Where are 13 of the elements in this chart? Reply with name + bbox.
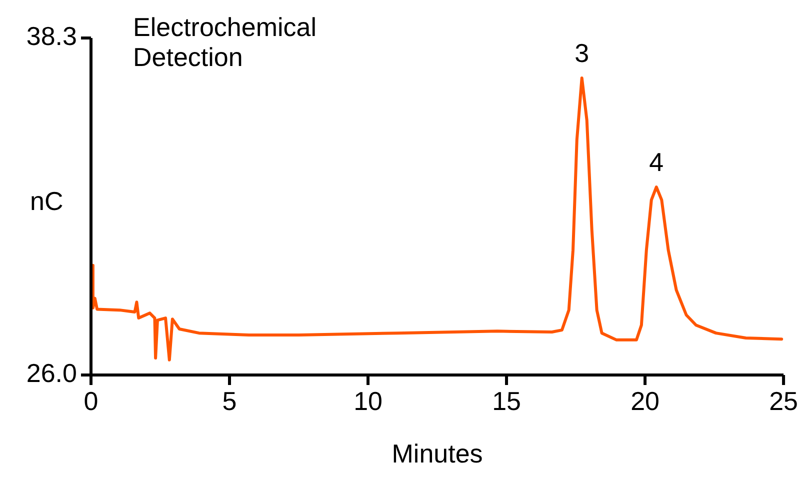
x-tick-label: 0 <box>84 386 98 416</box>
chart-title: Electrochemical Detection <box>133 12 317 72</box>
x-tick-label: 5 <box>222 386 237 416</box>
x-tick-label: 20 <box>630 386 660 416</box>
annotation: 4 <box>649 147 664 178</box>
y-axis-title: nC <box>30 186 64 216</box>
y-tick-label: 38.3 <box>26 21 77 52</box>
y-tick-label: 26.0 <box>26 358 77 388</box>
annotation: 3 <box>574 38 590 68</box>
x-tick-label: 10 <box>354 386 382 416</box>
x-tick-label: 15 <box>492 386 521 416</box>
x-axis-title: Minutes <box>392 438 483 469</box>
x-tick-label: 25 <box>769 386 798 416</box>
